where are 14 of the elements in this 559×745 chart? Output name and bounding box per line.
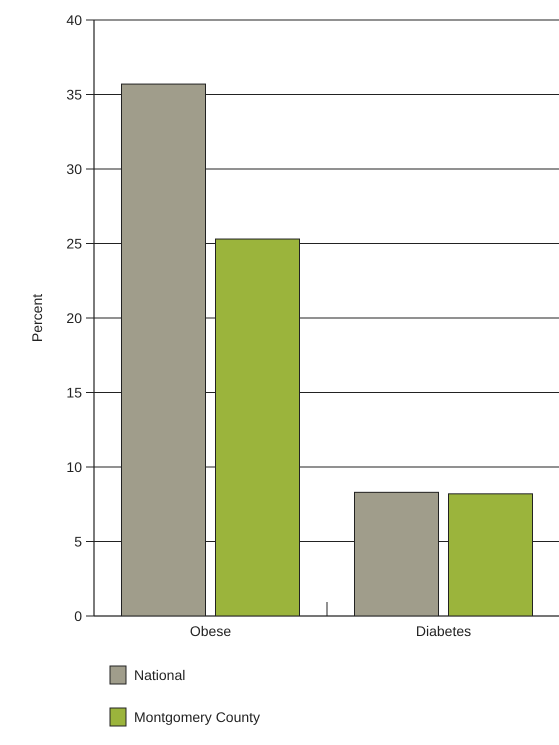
y-tick-label: 25 [66, 235, 82, 252]
x-tick-label: Diabetes [416, 623, 472, 639]
y-tick-label: 10 [66, 458, 82, 475]
y-tick-label: 15 [66, 384, 82, 400]
y-axis-title: Percent [29, 294, 45, 342]
legend-label: Montgomery County [134, 708, 260, 725]
y-tick-label: 35 [66, 86, 82, 102]
y-tick-label: 40 [66, 12, 82, 28]
legend-label: National [134, 666, 186, 683]
y-tick-label: 30 [66, 160, 82, 177]
y-tick-label: 0 [74, 608, 82, 624]
y-tick-label: 5 [74, 533, 82, 550]
x-tick-label: Obese [190, 623, 232, 639]
y-tick-label: 20 [66, 310, 82, 326]
